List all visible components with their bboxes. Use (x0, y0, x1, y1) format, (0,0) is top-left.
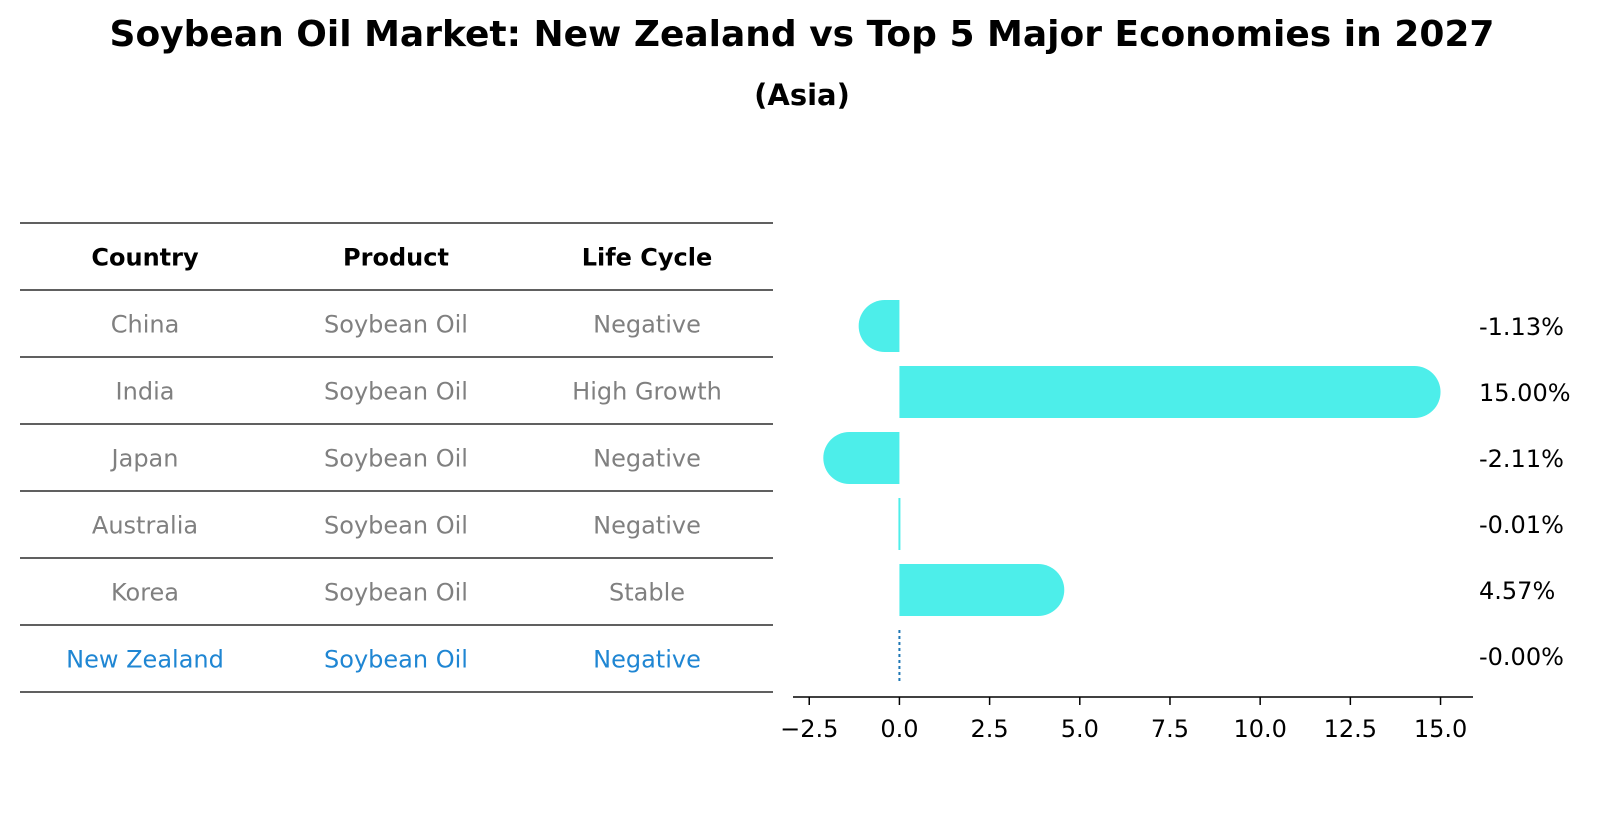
cell-product: Soybean Oil (324, 378, 468, 406)
cell-country: India (116, 378, 175, 406)
value-label: -0.00% (1479, 643, 1564, 671)
x-tick-label: 5.0 (1061, 715, 1099, 743)
x-tick-label: 10.0 (1233, 715, 1286, 743)
bar-india (899, 366, 1441, 418)
cell-life-cycle: Negative (593, 445, 701, 473)
cell-product: Soybean Oil (324, 311, 468, 339)
value-label: 15.00% (1479, 379, 1571, 407)
cell-life-cycle: Negative (593, 311, 701, 339)
cell-product: Soybean Oil (324, 646, 468, 674)
value-label: 4.57% (1479, 577, 1555, 605)
chart-subtitle: (Asia) (754, 78, 850, 112)
bar-japan (823, 432, 900, 484)
header-product: Product (343, 244, 449, 272)
header-country: Country (91, 244, 199, 272)
cell-country: China (111, 311, 180, 339)
x-tick-label: 0.0 (880, 715, 918, 743)
cell-life-cycle: Stable (609, 579, 685, 607)
cell-life-cycle: Negative (593, 646, 701, 674)
cell-country: Australia (92, 512, 198, 540)
cell-life-cycle: High Growth (572, 378, 722, 406)
value-label: -0.01% (1479, 511, 1564, 539)
bar-korea (899, 564, 1065, 616)
cell-life-cycle: Negative (593, 512, 701, 540)
x-tick-label: 2.5 (971, 715, 1009, 743)
cell-product: Soybean Oil (324, 445, 468, 473)
header-life-cycle: Life Cycle (582, 244, 713, 272)
bar-china (858, 300, 900, 352)
x-tick-label: 7.5 (1151, 715, 1189, 743)
value-label: -2.11% (1479, 445, 1564, 473)
x-tick-label: 15.0 (1414, 715, 1467, 743)
x-tick-label: −2.5 (780, 715, 838, 743)
cell-product: Soybean Oil (324, 512, 468, 540)
value-label: -1.13% (1479, 313, 1564, 341)
x-tick-label: 12.5 (1324, 715, 1377, 743)
chart-title: Soybean Oil Market: New Zealand vs Top 5… (109, 14, 1495, 55)
cell-product: Soybean Oil (324, 579, 468, 607)
cell-country: Korea (111, 579, 179, 607)
cell-country: New Zealand (66, 646, 224, 674)
cell-country: Japan (110, 445, 179, 473)
